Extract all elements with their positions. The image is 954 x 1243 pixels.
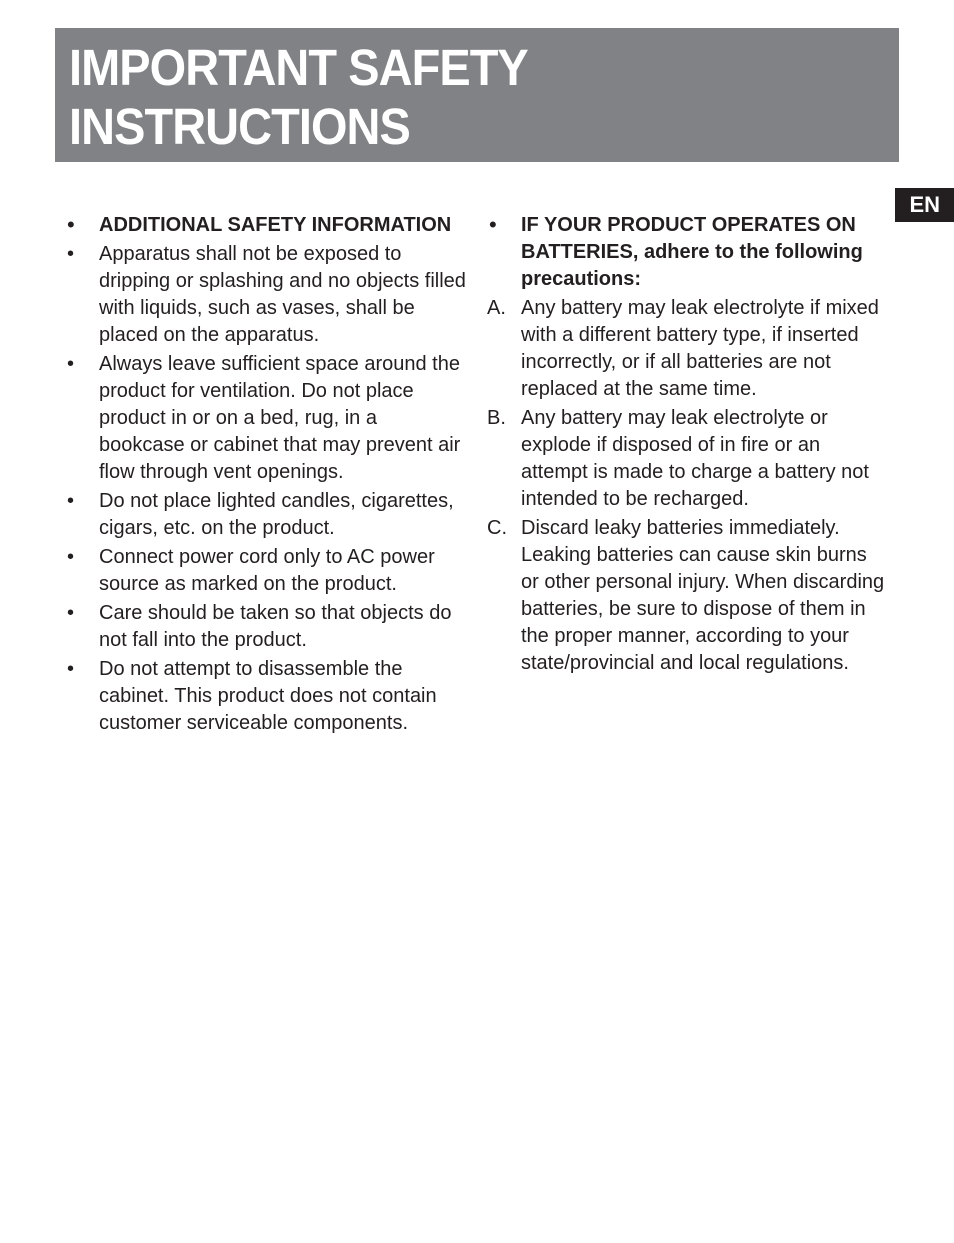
right-section: IF YOUR PRODUCT OPERATES ON BATTERIES, a…	[487, 212, 889, 293]
list-text: Any battery may leak electrolyte or expl…	[521, 407, 869, 510]
list-marker: A.	[487, 295, 506, 322]
right-outer-list: IF YOUR PRODUCT OPERATES ON BATTERIES, a…	[487, 212, 889, 293]
list-marker: C.	[487, 515, 507, 542]
list-item: Do not attempt to disassemble the cabine…	[65, 656, 467, 737]
list-item: Always leave sufficient space around the…	[65, 351, 467, 486]
list-item: Connect power cord only to AC power sour…	[65, 544, 467, 598]
left-section: ADDITIONAL SAFETY INFORMATION	[65, 212, 467, 239]
list-item: A. Any battery may leak electrolyte if m…	[487, 295, 889, 403]
right-column: IF YOUR PRODUCT OPERATES ON BATTERIES, a…	[487, 212, 889, 739]
right-letter-list: A. Any battery may leak electrolyte if m…	[487, 295, 889, 677]
list-text: Any battery may leak electrolyte if mixe…	[521, 297, 879, 400]
list-item: B. Any battery may leak electrolyte or e…	[487, 405, 889, 513]
left-bullet-list: Apparatus shall not be exposed to drippi…	[65, 241, 467, 737]
list-text: Discard leaky batteries immediately. Lea…	[521, 517, 884, 674]
page-title: IMPORTANT SAFETY INSTRUCTIONS	[69, 38, 820, 156]
title-banner: IMPORTANT SAFETY INSTRUCTIONS	[55, 28, 899, 162]
list-item: Apparatus shall not be exposed to drippi…	[65, 241, 467, 349]
content-columns: ADDITIONAL SAFETY INFORMATION Apparatus …	[65, 212, 889, 739]
list-item: Do not place lighted candles, cigarettes…	[65, 488, 467, 542]
left-heading: ADDITIONAL SAFETY INFORMATION	[99, 212, 467, 239]
left-outer-list: ADDITIONAL SAFETY INFORMATION	[65, 212, 467, 239]
list-item: C. Discard leaky batteries immediately. …	[487, 515, 889, 677]
language-badge: EN	[895, 188, 954, 222]
list-item: Care should be taken so that objects do …	[65, 600, 467, 654]
list-marker: B.	[487, 405, 506, 432]
right-heading: IF YOUR PRODUCT OPERATES ON BATTERIES, a…	[521, 212, 889, 293]
left-column: ADDITIONAL SAFETY INFORMATION Apparatus …	[65, 212, 467, 739]
